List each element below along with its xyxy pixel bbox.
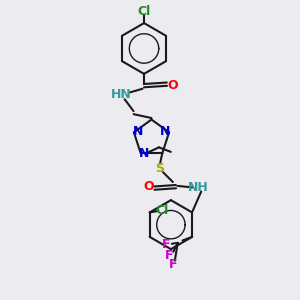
Text: S: S — [155, 162, 164, 175]
Text: HN: HN — [111, 88, 132, 101]
Text: NH: NH — [188, 182, 208, 194]
Text: O: O — [144, 180, 154, 193]
Text: N: N — [139, 147, 150, 161]
Text: N: N — [160, 124, 170, 138]
Text: N: N — [133, 124, 143, 138]
Text: O: O — [167, 79, 178, 92]
Text: F: F — [169, 258, 178, 271]
Text: Cl: Cl — [156, 203, 169, 217]
Text: Cl: Cl — [137, 5, 151, 18]
Text: F: F — [162, 238, 171, 251]
Text: F: F — [165, 249, 173, 262]
